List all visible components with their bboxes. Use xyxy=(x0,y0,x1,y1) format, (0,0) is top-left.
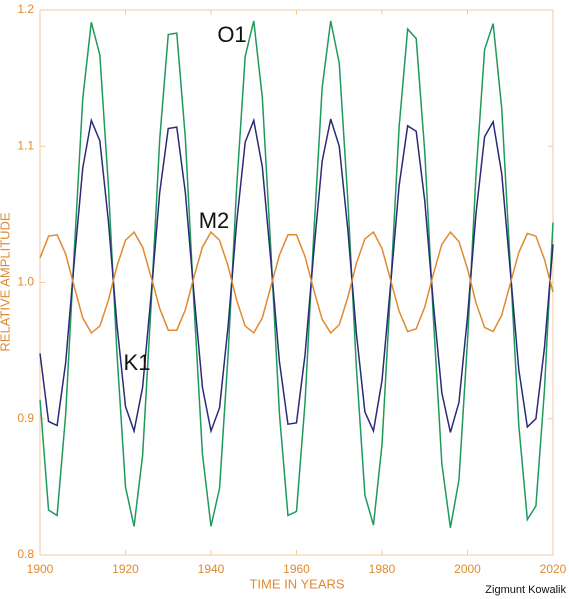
series-line xyxy=(39,230,554,335)
y-axis-title: RELATIVE AMPLITUDE xyxy=(0,212,12,352)
series-line xyxy=(39,20,554,528)
x-axis-title: TIME IN YEARS xyxy=(249,576,344,591)
x-tick-label: 1920 xyxy=(112,562,139,576)
y-tick-label: 0.8 xyxy=(17,547,34,561)
series-label: K1 xyxy=(124,350,151,375)
x-tick-label: 2000 xyxy=(454,562,481,576)
series-line xyxy=(39,117,554,434)
series-label: O1 xyxy=(217,22,246,47)
x-tick-label: 1940 xyxy=(198,562,225,576)
x-tick-label: 1960 xyxy=(283,562,310,576)
y-tick-label: 1.0 xyxy=(17,275,34,289)
y-tick-label: 1.2 xyxy=(17,2,34,16)
x-tick-label: 1980 xyxy=(369,562,396,576)
y-tick-label: 0.9 xyxy=(17,411,34,425)
plot-frame xyxy=(39,9,554,556)
y-tick-label: 1.1 xyxy=(17,138,34,152)
x-tick-label: 2020 xyxy=(540,562,567,576)
x-tick-label: 1900 xyxy=(27,562,54,576)
credit: Zigmunt Kowalik xyxy=(485,584,566,596)
series-label: M2 xyxy=(199,208,230,233)
